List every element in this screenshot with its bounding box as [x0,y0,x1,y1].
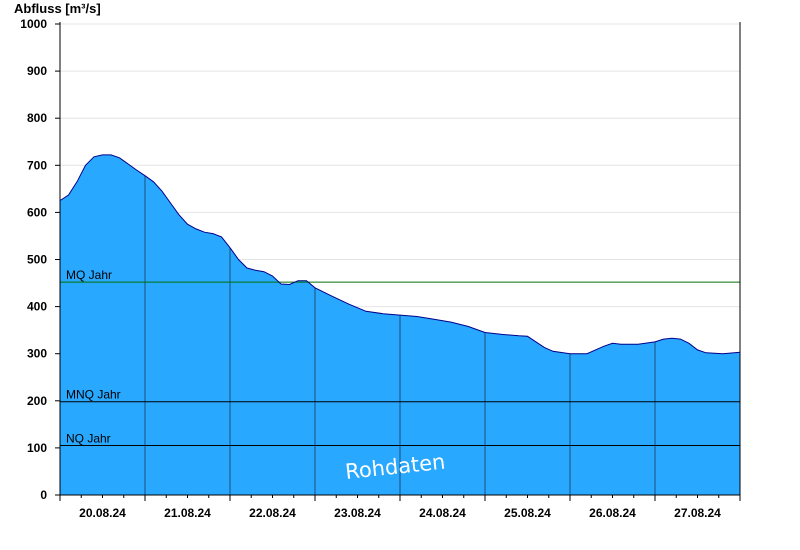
axes: 0 100 200 300 400 500 600 700 800 900 1000 20.08.24… [20,17,741,520]
ref-label-2: NQ Jahr [66,432,111,446]
y-tick-label-100: 100 [27,441,47,455]
discharge-line [59,154,741,355]
x-tick-label-1: 21.08.24 [164,506,211,520]
y-tick-label-400: 400 [27,300,47,314]
y-tick-label-900: 900 [27,64,47,78]
y-tick-label-700: 700 [27,158,47,172]
x-tick-label-2: 22.08.24 [249,506,296,520]
x-tick-label-4: 24.08.24 [419,506,466,520]
y-tick-label-200: 200 [27,394,47,408]
reference-lines: MQ Jahr MNQ Jahr NQ Jahr [60,268,740,447]
y-tick-label-0: 0 [40,488,47,502]
y-tick-label-1000: 1000 [20,17,47,31]
y-tick-label-300: 300 [27,347,47,361]
x-tick-label-6: 26.08.24 [589,506,636,520]
y-tick-label-800: 800 [27,111,47,125]
y-tick-label-600: 600 [27,205,47,219]
y-axis-title: Abfluss [m³/s] [14,1,101,16]
x-tick-label-0: 20.08.24 [79,506,126,520]
ref-label-1: MNQ Jahr [66,388,121,402]
x-tick-label-5: 25.08.24 [504,506,551,520]
y-tick-label-500: 500 [27,253,47,267]
day-separators [144,175,656,495]
x-tick-label-7: 27.08.24 [674,506,721,520]
x-tick-label-3: 23.08.24 [334,506,381,520]
ref-label-0: MQ Jahr [66,268,112,282]
